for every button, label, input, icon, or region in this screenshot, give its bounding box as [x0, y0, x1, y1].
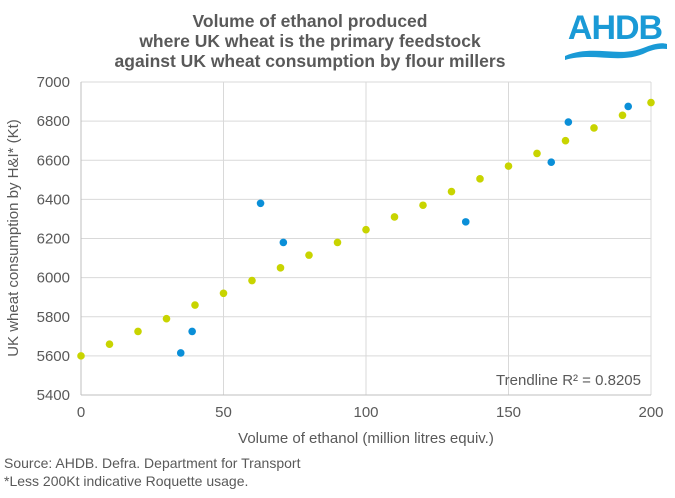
actual-data-point	[176, 349, 185, 357]
trendline-data-point	[561, 136, 570, 145]
data-points	[77, 98, 655, 360]
chart-footer: Source: AHDB. Defra. Department for Tran…	[4, 454, 300, 490]
y-tick-label: 6200	[37, 231, 70, 248]
chart-title-line-3: against UK wheat consumption by flour mi…	[114, 51, 506, 71]
footnote: *Less 200Kt indicative Roquette usage.	[4, 473, 249, 489]
trendline-data-point	[390, 213, 399, 221]
trendline-data-point	[134, 327, 142, 336]
x-axis-label: Volume of ethanol (million litres equiv.…	[238, 430, 494, 447]
ahdb-logo: AHDB	[565, 9, 667, 60]
x-tick-label: 200	[638, 404, 663, 421]
y-tick-label: 5800	[37, 309, 70, 326]
x-tick-label: 0	[77, 404, 85, 421]
actual-data-point	[564, 118, 573, 126]
y-tick-label: 6400	[37, 191, 70, 208]
trendline-data-point	[647, 98, 655, 107]
trendline-data-point	[191, 301, 199, 309]
chart-title: Volume of ethanol produced where UK whea…	[60, 11, 560, 71]
y-tick-label: 5400	[37, 387, 70, 404]
actual-data-point	[188, 327, 196, 336]
y-tick-label: 7000	[37, 74, 70, 91]
logo-text: AHDB	[568, 9, 663, 47]
trendline-data-point	[590, 124, 598, 132]
source-note: Source: AHDB. Defra. Department for Tran…	[4, 455, 301, 471]
trendline-data-point	[447, 187, 456, 196]
chart-title-line-1: Volume of ethanol produced	[192, 11, 428, 31]
trendline-data-point	[77, 352, 85, 360]
trendline-data-point	[504, 162, 513, 170]
trendline-r2-annotation: Trendline R² = 0.8205	[496, 372, 641, 389]
x-tick-label: 50	[215, 404, 232, 421]
trendline-data-point	[248, 276, 256, 285]
y-axis-ticks: 5400 5600 5800 6000 6200 6400 6600 6800 7000	[37, 74, 70, 404]
trendline-data-point	[305, 251, 313, 259]
trendline-data-point	[533, 149, 541, 158]
trendline-data-point	[618, 111, 627, 120]
trendline-data-point	[362, 225, 370, 234]
trendline-data-point	[333, 238, 342, 247]
trendline-data-point	[276, 264, 285, 272]
actual-data-point	[279, 238, 288, 247]
actual-data-point	[461, 218, 470, 226]
gridlines	[80, 81, 652, 396]
y-tick-label: 6800	[37, 113, 70, 130]
actual-data-point	[256, 199, 265, 208]
trendline-data-point	[419, 201, 427, 210]
trendline-data-point	[219, 289, 228, 298]
trendline-data-point	[162, 314, 171, 323]
x-tick-label: 100	[353, 404, 378, 421]
y-axis-label: UK wheat consumption by H&I* (Kt)	[5, 119, 22, 357]
actual-data-point	[624, 102, 632, 111]
x-axis-ticks: 0 50 100 150 200	[77, 404, 664, 421]
actual-data-point	[547, 158, 556, 167]
trendline-data-point	[105, 340, 114, 348]
y-tick-label: 5600	[37, 348, 70, 365]
x-tick-label: 150	[496, 404, 521, 421]
trendline-data-point	[476, 175, 484, 183]
logo-wave	[565, 43, 667, 60]
y-tick-label: 6600	[37, 152, 70, 169]
chart-title-line-2: where UK wheat is the primary feedstock	[139, 31, 481, 51]
y-tick-label: 6000	[37, 270, 70, 287]
